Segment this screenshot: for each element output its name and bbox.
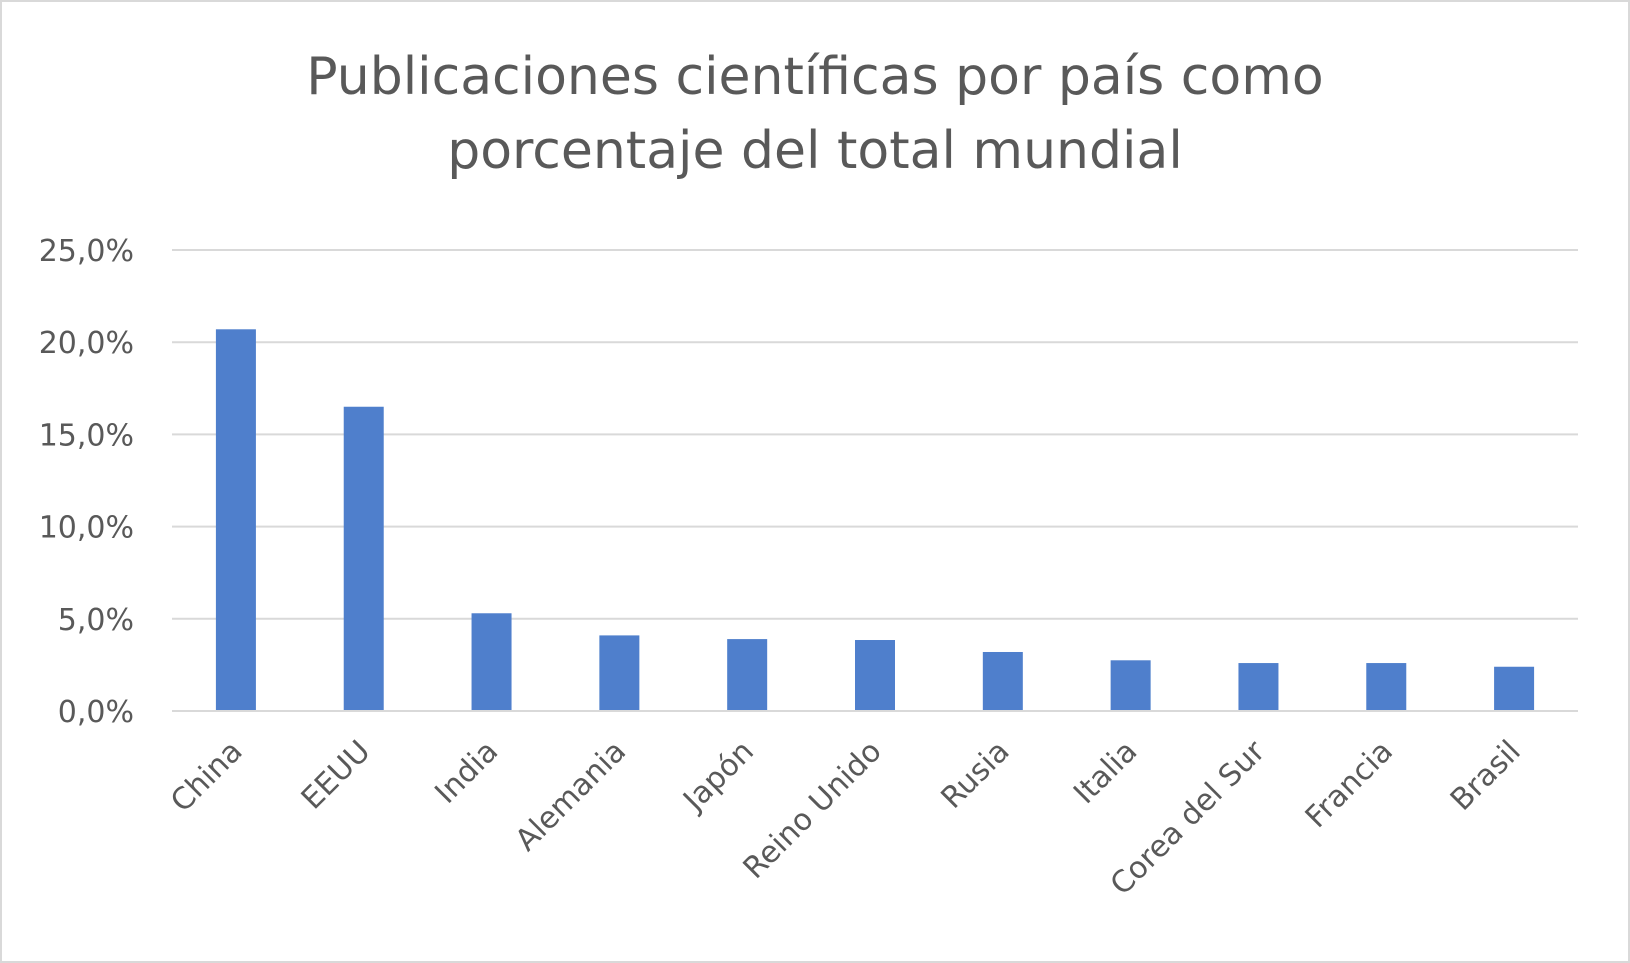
bar	[1494, 666, 1535, 711]
x-category-label: Rusia	[935, 734, 1017, 816]
bar	[727, 639, 768, 711]
y-tick-label: 0,0%	[58, 695, 134, 730]
y-tick-label: 20,0%	[39, 326, 134, 361]
x-category-label: Alemania	[509, 734, 633, 858]
bar	[1110, 660, 1151, 711]
x-category-label: EEUU	[295, 734, 378, 817]
chart-title: Publicaciones científicas por país como …	[306, 47, 1324, 181]
bar	[471, 613, 512, 711]
gridlines	[172, 249, 1578, 620]
y-axis-tick-labels: 0,0% 5,0% 10,0% 15,0% 20,0% 25,0%	[39, 234, 134, 730]
x-category-label: Brasil	[1444, 734, 1528, 818]
bar	[982, 651, 1023, 711]
bar	[1366, 663, 1407, 711]
bar	[855, 640, 895, 711]
y-tick-label: 10,0%	[39, 511, 134, 546]
bar	[343, 406, 384, 711]
bar	[215, 329, 256, 711]
bar	[599, 635, 640, 711]
y-tick-label: 15,0%	[39, 418, 134, 453]
x-category-label: Reino Unido	[737, 734, 889, 886]
x-category-label: Japón	[676, 734, 761, 819]
y-tick-label: 5,0%	[58, 603, 134, 638]
y-tick-label: 25,0%	[39, 234, 134, 269]
x-category-label: Francia	[1299, 734, 1400, 835]
x-category-label: China	[164, 734, 249, 819]
x-category-label: Italia	[1067, 734, 1144, 811]
x-category-label: India	[428, 734, 505, 811]
bars	[215, 329, 1535, 711]
bar	[1238, 663, 1279, 711]
